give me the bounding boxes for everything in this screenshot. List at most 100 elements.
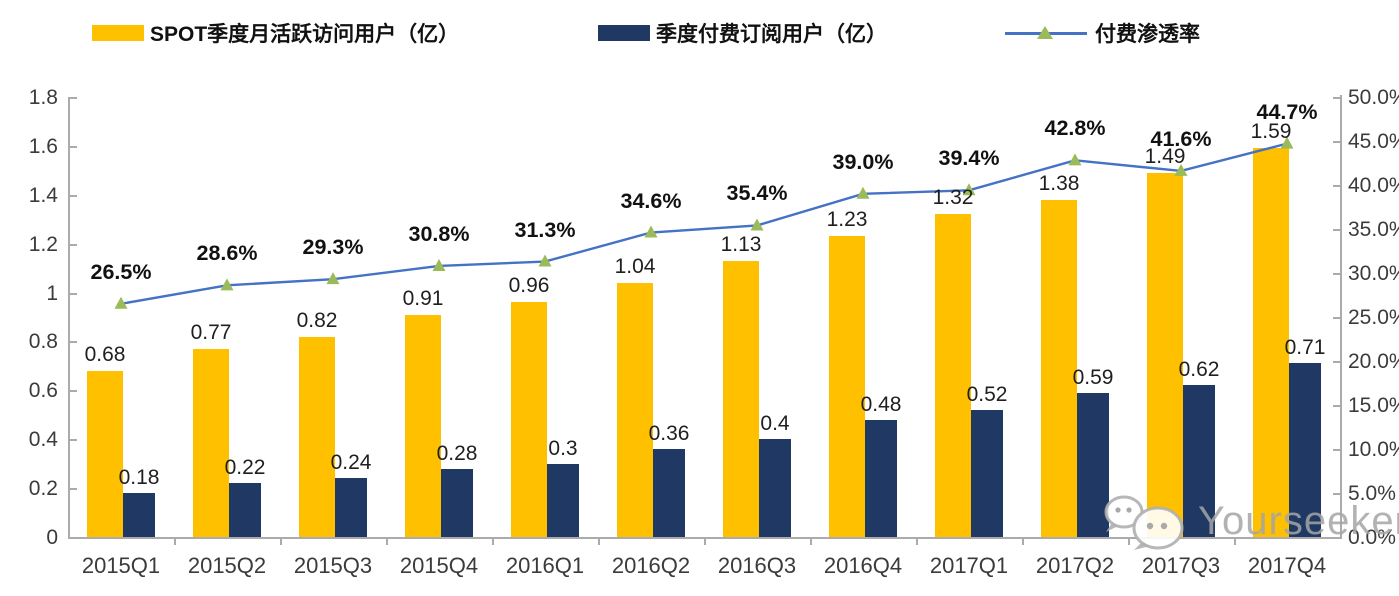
left-axis-tick <box>70 97 77 99</box>
x-tick-label: 2015Q3 <box>293 553 373 578</box>
right-axis-tick <box>1333 493 1340 495</box>
right-axis-line <box>1340 95 1342 537</box>
penetration-marker-icon <box>856 186 870 199</box>
left-axis-tick <box>70 194 77 197</box>
subs-bar <box>229 483 261 537</box>
left-axis-line <box>68 97 70 537</box>
mau-bar <box>935 214 971 537</box>
x-axis-tick <box>1128 539 1130 545</box>
watermark: Yourseeker <box>1098 490 1399 552</box>
subs-value-label: 0.18 <box>118 466 160 489</box>
right-axis-tick <box>1333 449 1340 451</box>
mau-bar <box>193 348 229 537</box>
y-tick-label-left: 1.2 <box>28 232 58 256</box>
penetration-label: 39.0% <box>832 149 894 174</box>
penetration-label: 35.4% <box>726 181 788 206</box>
mau-value-label: 1.59 <box>1250 120 1292 144</box>
left-axis-tick <box>70 390 77 393</box>
penetration-label: 34.6% <box>620 188 682 213</box>
x-tick-label: 2016Q3 <box>717 553 797 578</box>
penetration-marker-icon <box>326 272 340 285</box>
mau-legend-swatch <box>92 25 144 41</box>
subs-legend-swatch <box>598 25 650 41</box>
penetration-marker-icon <box>1280 136 1294 149</box>
subs-bar <box>123 493 155 537</box>
x-axis-tick <box>492 539 494 545</box>
subs-value-label: 0.22 <box>224 456 266 480</box>
subs-bar <box>547 463 579 537</box>
mau-value-label: 1.13 <box>720 232 762 256</box>
subs-value-label: 0.71 <box>1284 336 1326 360</box>
penetration-marker-icon <box>220 278 234 291</box>
y-tick-label-left: 0.8 <box>28 330 58 354</box>
mau-bar <box>829 236 865 537</box>
x-axis-tick <box>1234 539 1236 545</box>
subs-value-label: 0.48 <box>860 392 902 416</box>
penetration-label: 41.6% <box>1150 126 1212 151</box>
mau-value-label: 0.77 <box>190 320 232 344</box>
subs-bar <box>335 478 367 537</box>
y-tick-label-left: 0.6 <box>28 379 58 403</box>
penetration-label: 30.8% <box>408 221 470 246</box>
y-tick-label-right: 45.0% <box>1348 130 1399 153</box>
mau-value-label: 0.96 <box>508 274 550 298</box>
y-tick-label-right: 20.0% <box>1348 350 1399 373</box>
penetration-marker-icon <box>538 254 552 267</box>
y-tick-label-left: 0 <box>46 526 58 549</box>
right-axis-tick <box>1333 97 1340 99</box>
subs-value-label: 0.59 <box>1072 365 1114 389</box>
mau-bar <box>299 336 335 537</box>
right-axis-tick <box>1333 405 1340 407</box>
penetration-marker-icon <box>644 225 658 238</box>
right-axis-tick <box>1333 361 1340 363</box>
triangle-marker-icon <box>1037 26 1053 39</box>
right-axis-tick <box>1333 317 1340 319</box>
x-tick-label: 2016Q1 <box>505 553 585 578</box>
penetration-legend-label: 付费渗透率 <box>1095 23 1200 46</box>
right-axis-tick <box>1333 185 1340 187</box>
x-tick-label: 2015Q1 <box>81 553 161 578</box>
right-axis-tick <box>1333 229 1340 231</box>
x-tick-label: 2016Q2 <box>611 553 691 578</box>
penetration-marker-icon <box>432 258 446 271</box>
mau-bar <box>405 314 441 537</box>
left-axis-tick <box>70 488 77 491</box>
x-axis-tick <box>280 539 282 545</box>
x-tick-label: 2017Q4 <box>1247 553 1327 578</box>
penetration-label: 39.4% <box>938 146 1000 171</box>
mau-value-label: 0.91 <box>402 286 444 310</box>
subs-bar <box>1289 363 1321 537</box>
y-tick-label-right: 35.0% <box>1348 218 1399 241</box>
y-tick-label-right: 10.0% <box>1348 438 1399 461</box>
penetration-marker-icon <box>1068 153 1082 166</box>
y-tick-label-left: 1.4 <box>28 183 58 207</box>
subs-value-label: 0.62 <box>1178 358 1220 382</box>
mau-value-label: 1.04 <box>614 254 656 278</box>
y-tick-label-right: 30.0% <box>1348 262 1399 285</box>
mau-bar <box>723 260 759 537</box>
mau-value-label: 1.23 <box>826 208 868 232</box>
penetration-legend-marker <box>1005 25 1087 41</box>
mau-value-label: 0.82 <box>296 308 338 332</box>
penetration-marker-icon <box>962 183 976 196</box>
penetration-marker-icon <box>114 296 128 309</box>
y-tick-label-right: 15.0% <box>1348 394 1399 417</box>
left-axis-tick <box>70 292 77 295</box>
penetration-marker-icon <box>1174 163 1188 176</box>
y-tick-label-left: 0.4 <box>28 428 58 452</box>
x-axis-tick <box>916 539 918 545</box>
subs-bar <box>759 439 791 537</box>
penetration-label: 26.5% <box>90 259 152 284</box>
penetration-marker-icon <box>750 218 764 231</box>
mau-value-label: 0.68 <box>84 342 126 366</box>
y-tick-label-right: 25.0% <box>1348 306 1399 329</box>
penetration-label: 31.3% <box>514 217 576 242</box>
wechat-bubbles-icon <box>1104 495 1184 550</box>
y-tick-label-right: 40.0% <box>1348 174 1399 197</box>
subs-bar <box>1077 392 1109 537</box>
mau-bar <box>1253 148 1289 537</box>
penetration-line <box>120 142 1288 305</box>
x-tick-label: 2017Q2 <box>1035 553 1115 578</box>
y-tick-label-left: 1 <box>46 281 58 305</box>
